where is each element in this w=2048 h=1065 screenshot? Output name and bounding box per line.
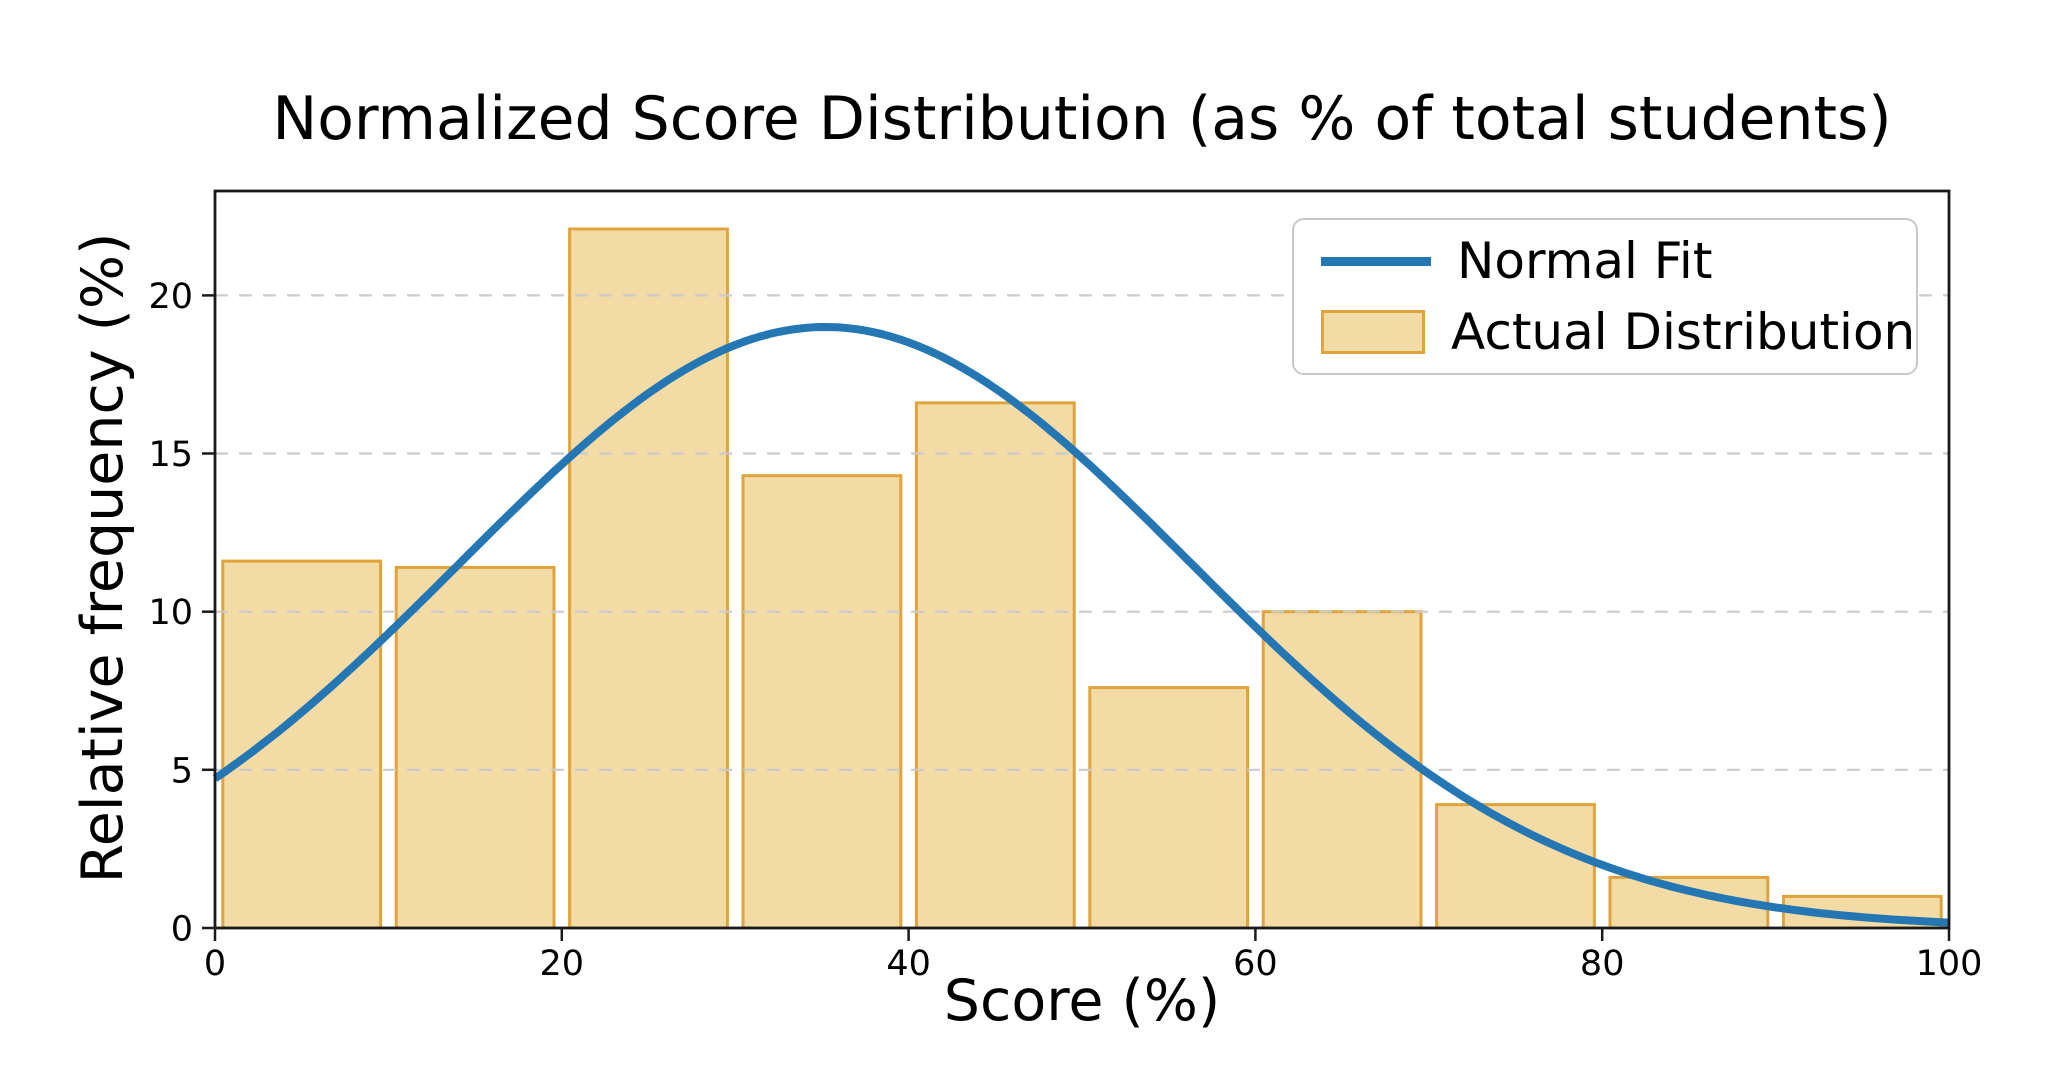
legend-line-sample: [1321, 256, 1431, 266]
y-tick-label-20: 20: [148, 277, 193, 317]
legend-entry-normal-fit: Normal Fit: [1321, 232, 1916, 290]
legend: Normal Fit Actual Distribution: [1292, 218, 1918, 375]
y-axis-label: Relative frequency (%): [70, 232, 137, 884]
x-tick-label-40: 40: [886, 944, 931, 984]
bar-40-50: [914, 401, 1076, 930]
x-tick-label-60: 60: [1233, 944, 1278, 984]
normal-fit-curve: [212, 323, 1950, 927]
axes-spines: [213, 189, 1951, 930]
y-tick-label-5: 5: [171, 751, 193, 791]
y-tick-label-15: 15: [148, 435, 193, 475]
x-tick-label-100: 100: [1916, 944, 1983, 984]
chart-title: Normalized Score Distribution (as % of t…: [272, 84, 1892, 154]
bar-20-30: [568, 227, 729, 930]
legend-label-actual-distribution: Actual Distribution: [1451, 302, 1916, 361]
bar-50-60: [1088, 686, 1250, 930]
x-tick-label-20: 20: [540, 944, 585, 984]
x-tick-label-80: 80: [1580, 944, 1625, 984]
legend-entry-actual-distribution: Actual Distribution: [1321, 303, 1916, 361]
bar-30-40: [741, 474, 903, 930]
legend-patch-sample: [1321, 309, 1425, 354]
x-tick-label-0: 0: [204, 944, 226, 984]
y-tick-label-10: 10: [148, 593, 193, 633]
legend-label-normal-fit: Normal Fit: [1457, 232, 1713, 291]
bar-0-10: [221, 559, 383, 930]
bar-10-20: [394, 565, 556, 930]
y-tick-label-0: 0: [171, 910, 193, 950]
x-axis-label: Score (%): [943, 968, 1221, 1034]
